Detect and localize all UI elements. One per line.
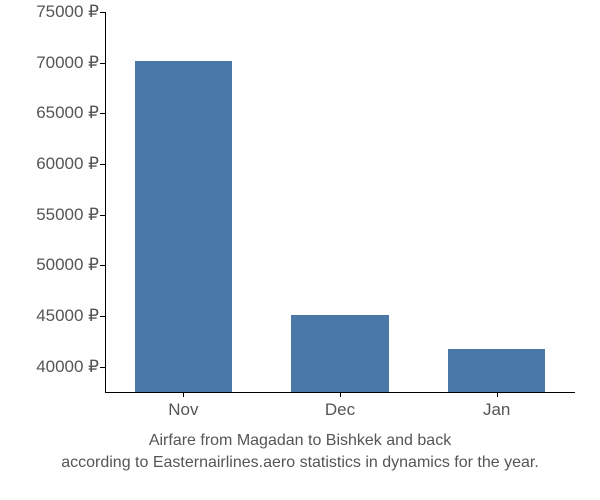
- y-tick-label: 75000 ₽: [36, 2, 105, 22]
- x-tick-label: Nov: [168, 392, 198, 420]
- y-tick-label: 55000 ₽: [36, 205, 105, 225]
- bar: [135, 61, 232, 392]
- y-tick-label: 60000 ₽: [36, 154, 105, 174]
- plot-area: 40000 ₽45000 ₽50000 ₽55000 ₽60000 ₽65000…: [105, 12, 575, 392]
- airfare-chart: 40000 ₽ 45000 ₽ 50000 ₽ 55000 ₽ 60000 ₽ 65000…: [0, 0, 600, 500]
- y-tick-label: 45000 ₽: [36, 306, 105, 326]
- caption-line: according to Easternairlines.aero statis…: [0, 452, 600, 474]
- bar: [448, 349, 545, 392]
- y-tick-label: 50000 ₽: [36, 255, 105, 275]
- x-tick-label: Dec: [325, 392, 355, 420]
- y-tick-label: 70000 ₽: [36, 53, 105, 73]
- caption-line: Airfare from Magadan to Bishkek and back: [0, 430, 600, 452]
- bar: [291, 315, 388, 392]
- chart-caption: Airfare from Magadan to Bishkek and back…: [0, 430, 600, 474]
- y-tick-label: 65000 ₽: [36, 103, 105, 123]
- x-tick-label: Jan: [483, 392, 510, 420]
- y-tick-label: 40000 ₽: [36, 357, 105, 377]
- y-axis-line: [105, 12, 106, 392]
